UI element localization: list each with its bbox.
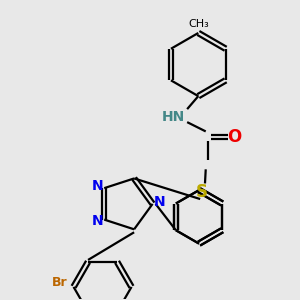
Text: N: N xyxy=(154,195,165,209)
Text: Br: Br xyxy=(52,276,68,289)
Text: N: N xyxy=(92,179,103,193)
Text: CH₃: CH₃ xyxy=(188,19,209,28)
Text: S: S xyxy=(196,183,208,201)
Text: N: N xyxy=(92,214,103,229)
Text: HN: HN xyxy=(162,110,185,124)
Text: O: O xyxy=(227,128,242,146)
